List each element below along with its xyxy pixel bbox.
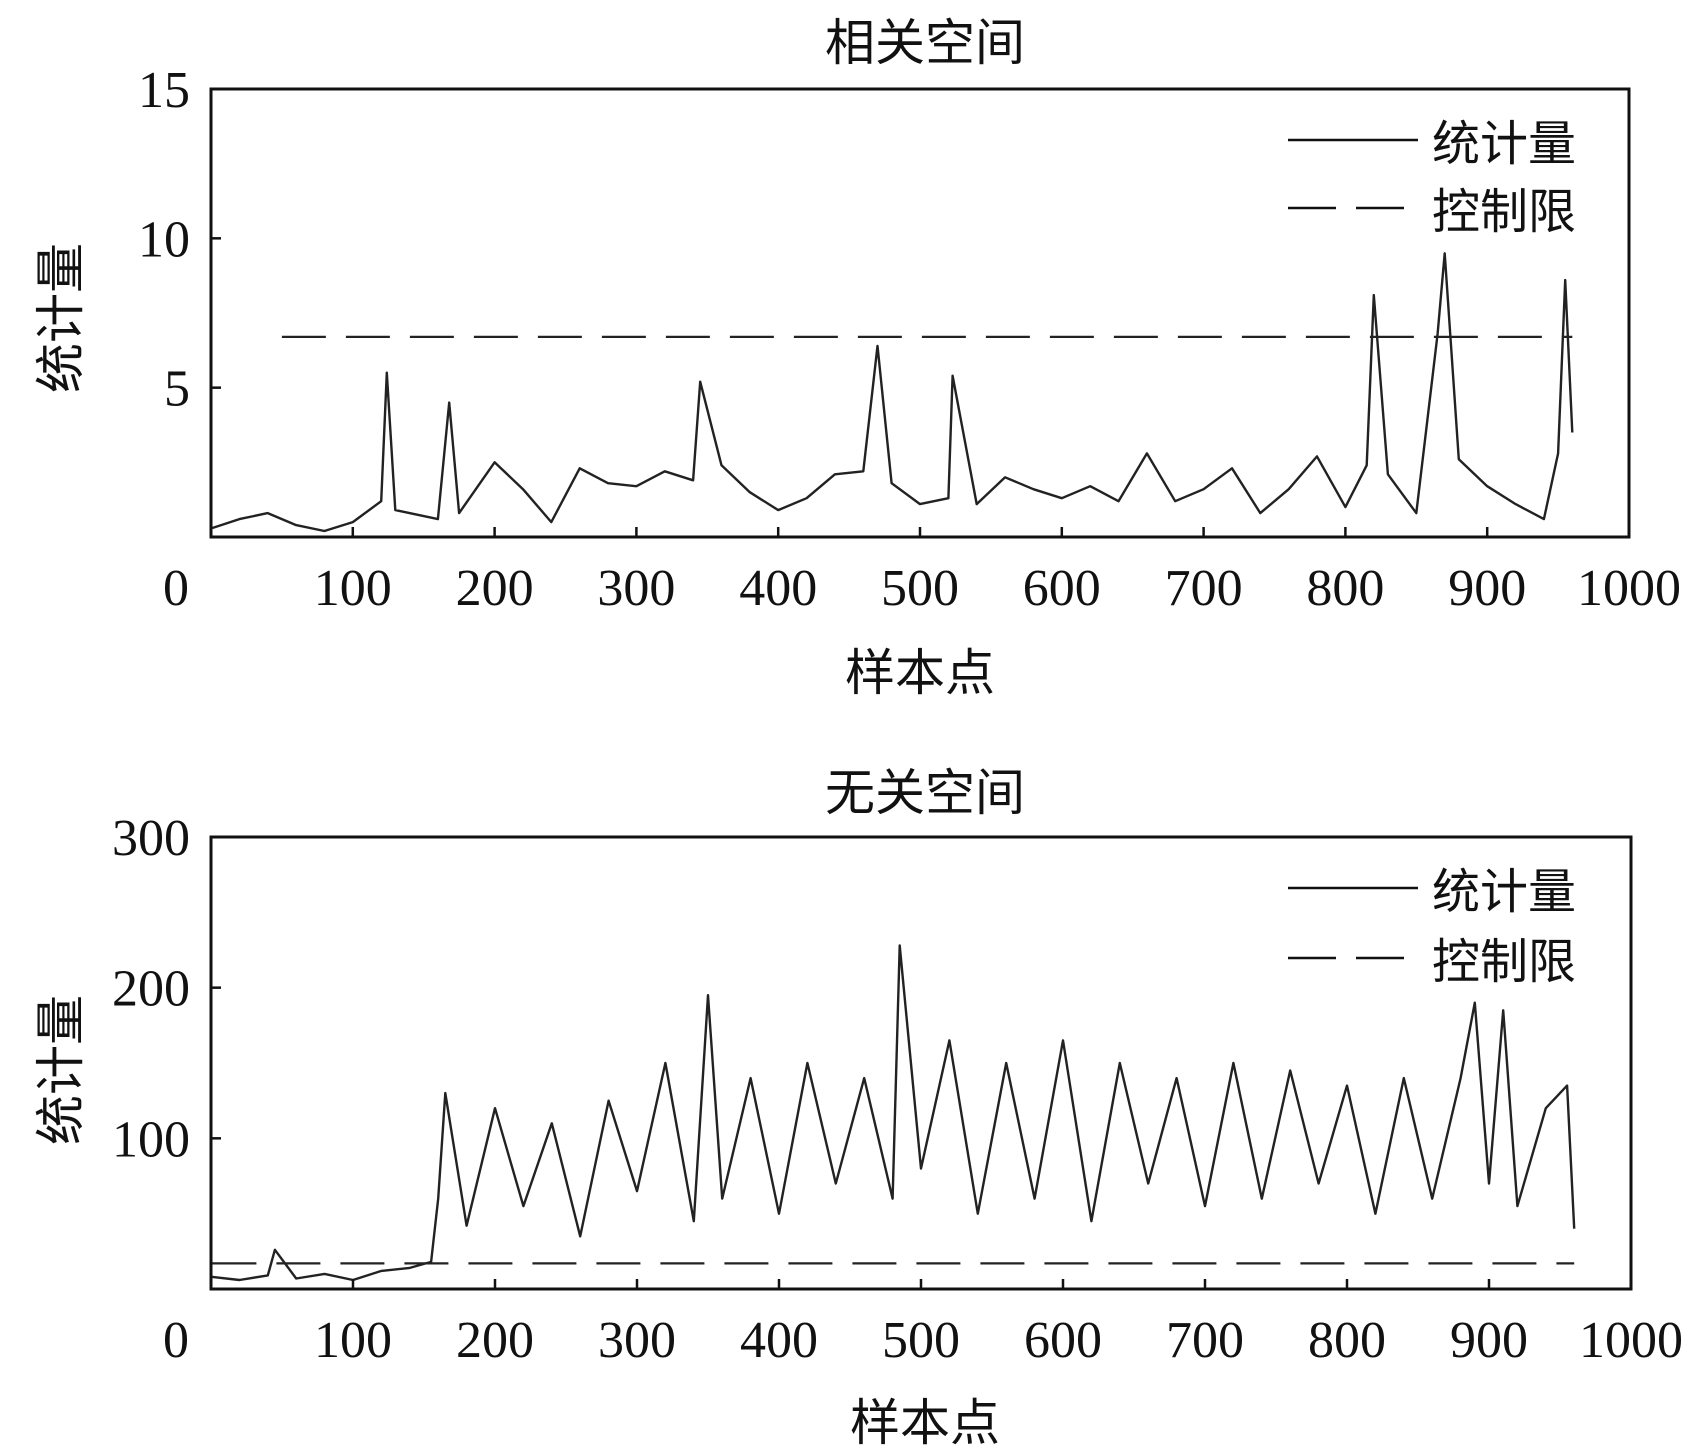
statistic-series-line — [212, 252, 1574, 533]
chart-title: 相关空间 — [825, 14, 1025, 72]
x-tick-label: 1000 — [1579, 1312, 1683, 1369]
y-ticks: 100 200 300 — [112, 810, 221, 1168]
legend-entry-statistic: 统计量 — [1432, 116, 1576, 172]
legend-entry-control-limit: 控制限 — [1432, 934, 1576, 990]
chart-correlated-space: 相关空间 统计量 0 100 200 300 400 500 600 700 800 900 100… — [32, 14, 1681, 702]
x-tick-label: 400 — [739, 560, 817, 617]
x-axis-label: 样本点 — [850, 1394, 1000, 1451]
y-axis-label-text: 统计量 — [32, 243, 90, 393]
x-tick-label: 800 — [1306, 560, 1384, 617]
x-tick-label: 1000 — [1577, 560, 1681, 617]
x-tick-label: 700 — [1166, 1312, 1244, 1369]
y-ticks: 5 10 15 — [138, 62, 221, 418]
x-tick-label: 200 — [456, 1312, 534, 1369]
y-axis-label: 统计量 — [32, 243, 90, 393]
legend-entry-control-limit: 控制限 — [1432, 184, 1576, 240]
x-tick-label: 0 — [163, 1312, 189, 1369]
x-tick-label: 600 — [1024, 1312, 1102, 1369]
x-tick-label: 900 — [1448, 560, 1526, 617]
y-tick-label: 100 — [112, 1111, 190, 1168]
plot-frame — [209, 835, 1633, 1291]
x-tick-label: 200 — [456, 560, 534, 617]
legend: 统计量 控制限 — [1288, 864, 1576, 990]
legend-entry-statistic: 统计量 — [1432, 864, 1576, 920]
plot-frame — [209, 87, 1631, 539]
x-tick-label: 900 — [1450, 1312, 1528, 1369]
x-tick-label: 100 — [314, 1312, 392, 1369]
x-tick-label: 500 — [881, 560, 959, 617]
x-tick-label: 400 — [740, 1312, 818, 1369]
x-tick-label: 300 — [598, 1312, 676, 1369]
y-tick-label: 10 — [138, 211, 190, 268]
x-tick-label: 300 — [597, 560, 675, 617]
x-axis-label: 样本点 — [845, 644, 995, 702]
y-tick-label: 5 — [164, 361, 190, 418]
legend: 统计量 控制限 — [1288, 116, 1576, 240]
x-tick-label: 0 — [163, 560, 189, 617]
statistic-series-line — [212, 944, 1576, 1282]
x-tick-label: 600 — [1023, 560, 1101, 617]
chart-irrelevant-space: 无关空间 统计量 0 100 200 300 400 500 600 700 800 900 100… — [32, 764, 1683, 1451]
y-tick-label: 15 — [138, 62, 190, 119]
x-tick-label: 100 — [314, 560, 392, 617]
x-tick-label: 500 — [882, 1312, 960, 1369]
plot-area — [212, 944, 1576, 1282]
y-tick-label: 200 — [112, 961, 190, 1018]
plot-area — [212, 252, 1574, 533]
chart-title: 无关空间 — [825, 764, 1025, 822]
y-axis-label: 统计量 — [32, 995, 90, 1145]
x-tick-label: 800 — [1308, 1312, 1386, 1369]
y-tick-label: 300 — [112, 810, 190, 867]
x-ticks: 0 100 200 300 400 500 600 700 800 900 1000 — [163, 527, 1681, 617]
x-ticks: 0 100 200 300 400 500 600 700 800 900 1000 — [163, 1279, 1683, 1369]
x-tick-label: 700 — [1165, 560, 1243, 617]
y-axis-label-text: 统计量 — [32, 995, 90, 1145]
